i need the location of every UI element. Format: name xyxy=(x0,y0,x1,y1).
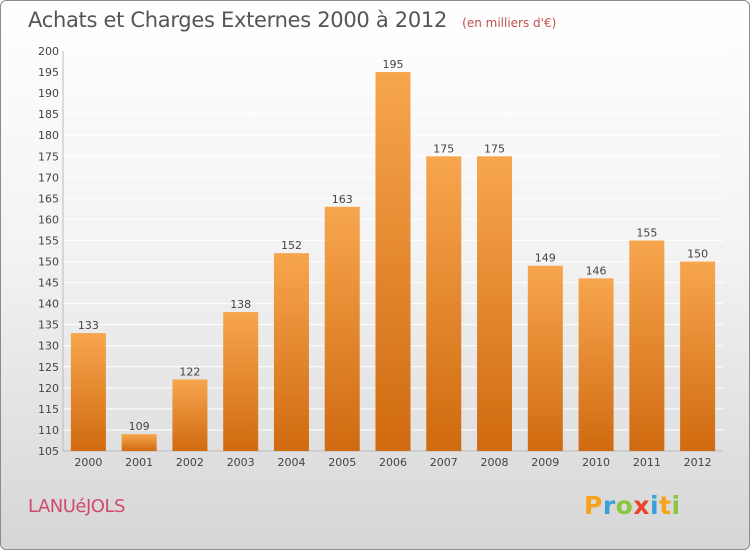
x-tick-label: 2005 xyxy=(328,456,356,469)
x-tick-label: 2002 xyxy=(176,456,204,469)
title-row: Achats et Charges Externes 2000 à 2012 (… xyxy=(28,8,556,32)
x-tick-label: 2006 xyxy=(379,456,407,469)
bar-2009 xyxy=(527,265,563,451)
place-name: LANUéJOLS xyxy=(28,496,125,517)
y-tick-label: 160 xyxy=(38,213,59,226)
y-tick-label: 195 xyxy=(38,66,59,79)
bar-2000 xyxy=(70,333,106,451)
data-label-2002: 122 xyxy=(179,365,200,378)
brand-logo-letter: r xyxy=(602,491,616,520)
data-label-2001: 109 xyxy=(129,420,150,433)
y-tick-label: 125 xyxy=(38,361,59,374)
data-label-2008: 175 xyxy=(484,142,505,155)
y-tick-label: 145 xyxy=(38,277,59,290)
brand-logo-letter: t xyxy=(659,491,672,520)
y-tick-label: 170 xyxy=(38,171,59,184)
y-axis-ticks: 105 110 115 120 125 130 135 140 145 150 155 160 165 1… xyxy=(38,45,59,458)
data-label-2007: 175 xyxy=(433,142,454,155)
y-tick-label: 140 xyxy=(38,298,59,311)
x-tick-label: 2010 xyxy=(582,456,610,469)
y-tick-label: 165 xyxy=(38,192,59,205)
bars xyxy=(70,72,716,451)
bar-2006 xyxy=(375,72,411,451)
data-label-2000: 133 xyxy=(78,319,99,332)
x-tick-label: 2008 xyxy=(481,456,509,469)
chart-title: Achats et Charges Externes 2000 à 2012 xyxy=(28,8,448,32)
bar-2011 xyxy=(629,240,665,451)
data-label-2003: 138 xyxy=(230,298,251,311)
y-tick-label: 130 xyxy=(38,340,59,353)
x-tick-label: 2007 xyxy=(430,456,458,469)
x-tick-label: 2001 xyxy=(125,456,153,469)
bar-2002 xyxy=(172,379,208,451)
y-tick-label: 175 xyxy=(38,150,59,163)
bar-2007 xyxy=(426,156,462,451)
y-tick-label: 185 xyxy=(38,108,59,121)
y-tick-label: 180 xyxy=(38,129,59,142)
data-label-2005: 163 xyxy=(332,193,353,206)
y-tick-label: 120 xyxy=(38,382,59,395)
x-tick-label: 2009 xyxy=(531,456,559,469)
data-label-2010: 146 xyxy=(586,264,607,277)
data-label-2004: 152 xyxy=(281,239,302,252)
y-tick-label: 190 xyxy=(38,87,59,100)
y-tick-label: 115 xyxy=(38,403,59,416)
y-tick-label: 200 xyxy=(38,45,59,58)
brand-logo-letter: i xyxy=(671,491,681,520)
x-tick-label: 2003 xyxy=(227,456,255,469)
bar-2003 xyxy=(223,312,259,451)
data-labels: 133 109 122 138 152 163 195 175 175 149 146 155 150 xyxy=(78,58,708,433)
x-tick-label: 2000 xyxy=(74,456,102,469)
y-tick-label: 150 xyxy=(38,256,59,269)
bar-2008 xyxy=(477,156,513,451)
x-tick-label: 2011 xyxy=(633,456,661,469)
bar-2012 xyxy=(680,261,716,451)
brand-logo-letter: o xyxy=(615,491,634,520)
y-tick-label: 110 xyxy=(38,424,59,437)
brand-logo: Proxiti xyxy=(584,491,681,520)
data-label-2011: 155 xyxy=(636,226,657,239)
data-label-2012: 150 xyxy=(687,248,708,261)
bar-2005 xyxy=(324,206,360,451)
x-tick-label: 2004 xyxy=(277,456,305,469)
data-label-2006: 195 xyxy=(383,58,404,71)
brand-logo-letter: x xyxy=(633,491,650,520)
bar-2001 xyxy=(121,434,157,451)
y-tick-label: 105 xyxy=(38,445,59,458)
y-tick-label: 155 xyxy=(38,234,59,247)
y-tick-label: 135 xyxy=(38,319,59,332)
x-axis-ticks: 2000 2001 2002 2003 2004 2005 2006 2007 2008 2009… xyxy=(74,456,711,469)
chart-subtitle: (en milliers d'€) xyxy=(462,16,557,30)
x-tick-label: 2012 xyxy=(684,456,712,469)
brand-logo-letter: P xyxy=(584,491,603,520)
data-label-2009: 149 xyxy=(535,252,556,265)
bar-2010 xyxy=(578,278,614,451)
brand-logo-letter: i xyxy=(650,491,660,520)
bar-2004 xyxy=(273,253,309,451)
